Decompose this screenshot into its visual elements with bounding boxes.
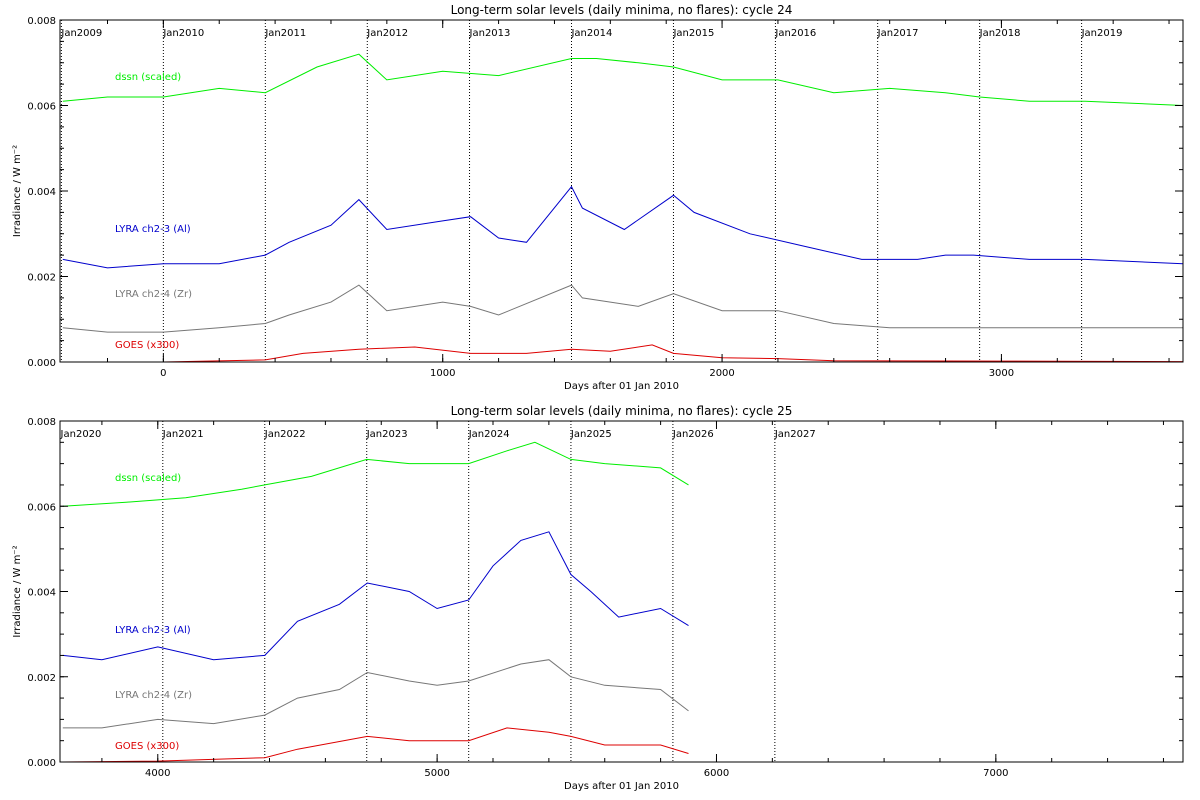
chart-title: Long-term solar levels (daily minima, no… (451, 404, 793, 418)
series-label: dssn (scaled) (115, 473, 181, 484)
year-label: Jan2009 (60, 28, 102, 39)
year-label: Jan2014 (570, 28, 612, 39)
x-axis-title: Days after 01 Jan 2010 (564, 781, 679, 792)
year-label: Jan2023 (366, 429, 408, 440)
year-label: Jan2024 (468, 429, 510, 440)
y-tick-label: 0.008 (27, 417, 56, 428)
y-tick-label: 0.002 (27, 673, 56, 684)
x-tick-label: 3000 (989, 368, 1014, 379)
plot-frame (59, 420, 1184, 763)
x-tick-label: 2000 (709, 368, 734, 379)
series-label: LYRA ch2-4 (Zr) (115, 690, 192, 701)
series-line-dssn-scaled (62, 53, 1184, 106)
y-tick-label: 0.004 (27, 588, 56, 599)
year-label: Jan2027 (774, 429, 816, 440)
y-tick-label: 0.008 (27, 16, 56, 27)
x-tick-label: 6000 (704, 768, 729, 779)
x-tick-label: 0 (160, 368, 166, 379)
series-line-dssn-scaled (62, 441, 689, 507)
year-label: Jan2017 (877, 28, 919, 39)
year-label: Jan2010 (162, 28, 204, 39)
series-label: LYRA ch2-3 (Al) (115, 224, 191, 235)
y-axis-title: Irradiance / W m⁻² (12, 545, 23, 637)
x-tick-label: 4000 (145, 768, 170, 779)
year-label: Jan2016 (774, 28, 816, 39)
year-label: Jan2026 (672, 429, 714, 440)
year-label: Jan2022 (264, 429, 306, 440)
year-label: Jan2025 (570, 429, 612, 440)
y-tick-label: 0.006 (27, 502, 56, 513)
year-label: Jan2011 (264, 28, 306, 39)
series-label: LYRA ch2-3 (Al) (115, 625, 191, 636)
series-label: dssn (scaled) (115, 72, 181, 83)
y-tick-label: 0.006 (27, 102, 56, 113)
y-axis-title: Irradiance / W m⁻² (12, 145, 23, 237)
series-label: LYRA ch2-4 (Zr) (115, 289, 192, 300)
plot-frame (59, 19, 1184, 363)
x-tick-label: 5000 (424, 768, 449, 779)
series-line-lyra-ch2-3-al (62, 531, 689, 661)
series-line-lyra-ch2-3-al (62, 185, 1184, 269)
y-tick-label: 0.004 (27, 187, 56, 198)
year-label: Jan2012 (366, 28, 408, 39)
series-label: GOES (x300) (115, 340, 179, 351)
series-line-lyra-ch2-4-zr (62, 284, 1183, 333)
x-tick-label: 7000 (983, 768, 1008, 779)
series-line-lyra-ch2-4-zr (62, 659, 689, 729)
series-line-goes-x300 (62, 727, 689, 763)
year-label: Jan2020 (60, 429, 102, 440)
y-tick-label: 0.002 (27, 273, 56, 284)
series-line-goes-x300 (62, 344, 1184, 363)
year-label: Jan2013 (469, 28, 511, 39)
series-label: GOES (x300) (115, 741, 179, 752)
x-axis-title: Days after 01 Jan 2010 (564, 381, 679, 392)
year-label: Jan2018 (979, 28, 1021, 39)
year-label: Jan2019 (1081, 28, 1123, 39)
x-tick-label: 1000 (430, 368, 455, 379)
y-tick-label: 0.000 (27, 758, 56, 769)
year-label: Jan2021 (162, 429, 204, 440)
year-label: Jan2015 (672, 28, 714, 39)
y-tick-label: 0.000 (27, 358, 56, 369)
chart-title: Long-term solar levels (daily minima, no… (451, 3, 793, 17)
